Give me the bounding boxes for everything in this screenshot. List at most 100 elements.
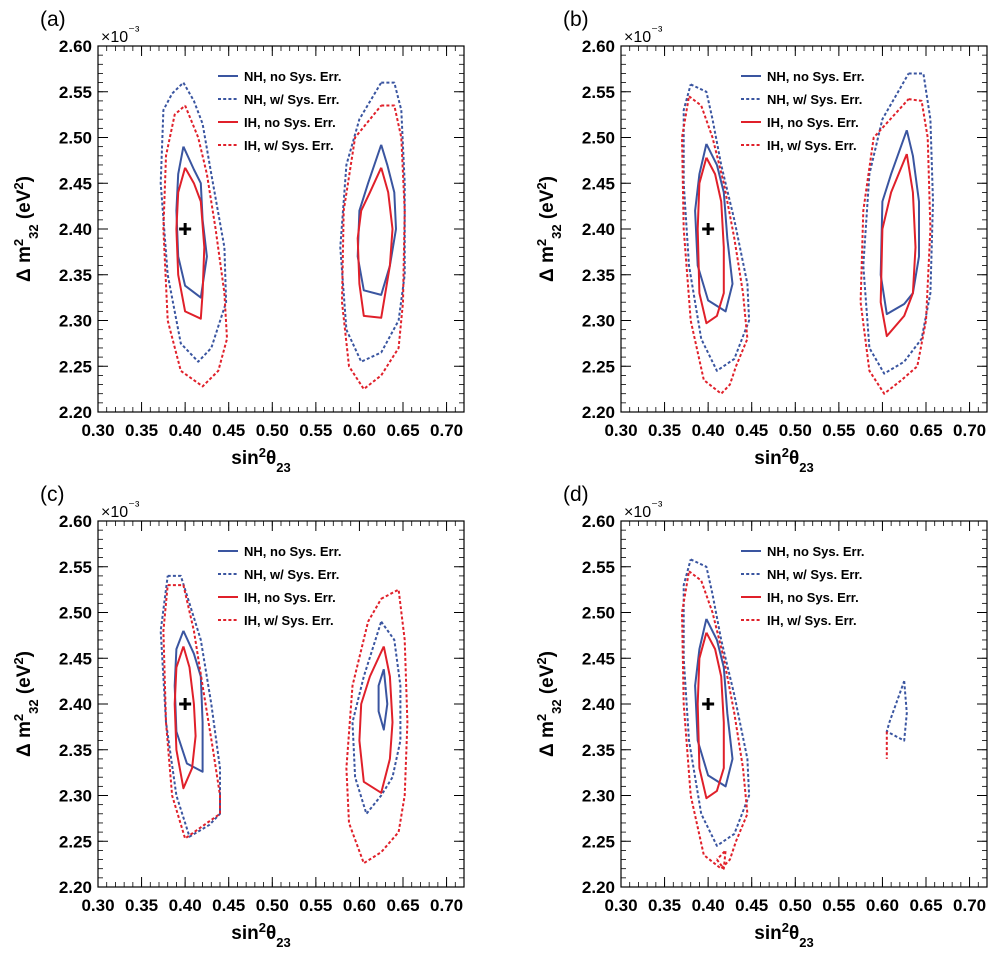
y-tick-label: 2.45 <box>59 649 92 668</box>
legend-label: NH, no Sys. Err. <box>244 544 342 559</box>
legend-label: NH, w/ Sys. Err. <box>767 92 862 107</box>
x-tick-label: 0.45 <box>735 896 768 915</box>
x-tick-label: 0.55 <box>299 421 332 440</box>
y-tick-label: 2.30 <box>59 787 92 806</box>
y-tick-label: 2.40 <box>59 695 92 714</box>
y-exponent-label: ×10⁻³ <box>101 23 140 47</box>
legend-label: NH, no Sys. Err. <box>767 69 865 84</box>
x-tick-label: 0.55 <box>822 421 855 440</box>
panel-label: (a) <box>40 8 66 31</box>
x-tick-label: 0.60 <box>866 421 899 440</box>
contour-nh-w-sys-err <box>682 83 751 372</box>
x-tick-label: 0.50 <box>256 421 289 440</box>
panel-b: 0.30 0.35 0.40 0.45 0.50 0.55 0.60 0.65 0.70 2.20… <box>534 8 988 475</box>
panel-c: 0.30 0.35 0.40 0.45 0.50 0.55 0.60 0.65 0.70 2.20… <box>11 483 465 950</box>
x-tick-label: 0.35 <box>125 896 158 915</box>
contour-nh-no-sys-err <box>377 668 389 731</box>
panel-label: (b) <box>563 8 589 31</box>
y-tick-label: 2.60 <box>582 37 615 56</box>
y-tick-label: 2.50 <box>582 129 615 148</box>
contour-nh-no-sys-err <box>694 143 734 313</box>
y-tick-label: 2.45 <box>582 174 615 193</box>
contour-ih-no-sys-err <box>696 157 725 325</box>
y-tick-label: 2.55 <box>582 83 615 102</box>
x-tick-label: 0.35 <box>648 421 681 440</box>
x-tick-label: 0.35 <box>648 896 681 915</box>
y-tick-label: 2.30 <box>59 312 92 331</box>
y-tick-label: 2.50 <box>582 604 615 623</box>
y-exponent-label: ×10⁻³ <box>624 23 663 47</box>
contour-ih-w-sys-err <box>716 849 727 870</box>
best-fit-marker <box>702 223 715 235</box>
y-axis-title: Δ m232 (eV2) <box>11 651 41 757</box>
y-tick-label: 2.45 <box>59 174 92 193</box>
x-tick-label: 0.30 <box>604 896 637 915</box>
x-tick-label: 0.40 <box>169 421 202 440</box>
y-tick-label: 2.40 <box>582 695 615 714</box>
x-tick-label: 0.50 <box>256 896 289 915</box>
y-exponent-label: ×10⁻³ <box>624 498 663 522</box>
x-tick-label: 0.65 <box>386 896 419 915</box>
y-tick-label: 2.25 <box>582 357 615 376</box>
y-tick-label: 2.45 <box>582 649 615 668</box>
y-axis-title: Δ m232 (eV2) <box>534 176 564 282</box>
x-tick-label: 0.50 <box>779 896 812 915</box>
contour-ih-no-sys-err <box>356 167 394 319</box>
best-fit-marker <box>179 223 192 235</box>
legend-label: NH, no Sys. Err. <box>767 544 865 559</box>
y-tick-label: 2.40 <box>582 220 615 239</box>
legend-label: IH, w/ Sys. Err. <box>244 138 334 153</box>
legend-label: IH, w/ Sys. Err. <box>244 613 334 628</box>
contour-ih-no-sys-err <box>879 153 917 338</box>
y-tick-label: 2.60 <box>59 512 92 531</box>
x-tick-label: 0.40 <box>169 896 202 915</box>
y-tick-label: 2.25 <box>59 832 92 851</box>
x-axis-title: sin2θ23 <box>231 920 290 950</box>
y-tick-label: 2.55 <box>582 558 615 577</box>
y-tick-label: 2.35 <box>59 741 92 760</box>
contour-nh-w-sys-err <box>159 81 228 363</box>
legend-label: NH, no Sys. Err. <box>244 69 342 84</box>
contour-ih-w-sys-err <box>681 570 749 870</box>
legend-label: IH, no Sys. Err. <box>244 590 336 605</box>
contour-ih-w-sys-err <box>162 104 228 388</box>
contour-ih-no-sys-err <box>696 632 725 800</box>
x-tick-label: 0.30 <box>81 896 114 915</box>
y-tick-label: 2.50 <box>59 129 92 148</box>
y-tick-label: 2.20 <box>582 403 615 422</box>
best-fit-marker <box>702 698 715 710</box>
y-tick-label: 2.25 <box>582 832 615 851</box>
contour-ih-w-sys-err <box>859 98 932 395</box>
x-tick-label: 0.45 <box>212 896 245 915</box>
y-tick-label: 2.55 <box>59 83 92 102</box>
contour-nh-w-sys-err <box>351 621 402 815</box>
contour-nh-w-sys-err <box>885 680 908 742</box>
y-tick-label: 2.55 <box>59 558 92 577</box>
contour-ih-w-sys-err <box>345 588 409 865</box>
legend-label: NH, w/ Sys. Err. <box>244 92 339 107</box>
y-tick-label: 2.35 <box>582 741 615 760</box>
y-tick-label: 2.20 <box>59 403 92 422</box>
contour-nh-no-sys-err <box>879 129 920 316</box>
contour-ih-w-sys-err <box>341 104 406 391</box>
x-tick-label: 0.30 <box>604 421 637 440</box>
panel-label: (c) <box>40 483 65 506</box>
contour-nh-w-sys-err <box>159 574 221 838</box>
panel-a: 0.30 0.35 0.40 0.45 0.50 0.55 0.60 0.65 0.70 2.20… <box>11 8 465 475</box>
y-tick-label: 2.25 <box>59 357 92 376</box>
contour-ih-no-sys-err <box>175 167 206 320</box>
x-tick-label: 0.45 <box>735 421 768 440</box>
x-axis-title: sin2θ23 <box>754 445 813 475</box>
contour-nh-w-sys-err <box>862 72 934 375</box>
x-tick-label: 0.65 <box>909 896 942 915</box>
y-tick-label: 2.35 <box>582 266 615 285</box>
legend-label: IH, w/ Sys. Err. <box>767 138 857 153</box>
legend-label: NH, w/ Sys. Err. <box>767 567 862 582</box>
x-tick-label: 0.70 <box>430 421 463 440</box>
legend-label: IH, no Sys. Err. <box>767 115 859 130</box>
legend-label: NH, w/ Sys. Err. <box>244 567 339 582</box>
legend-label: IH, w/ Sys. Err. <box>767 613 857 628</box>
contour-nh-no-sys-err <box>356 144 397 296</box>
y-tick-label: 2.20 <box>59 878 92 897</box>
